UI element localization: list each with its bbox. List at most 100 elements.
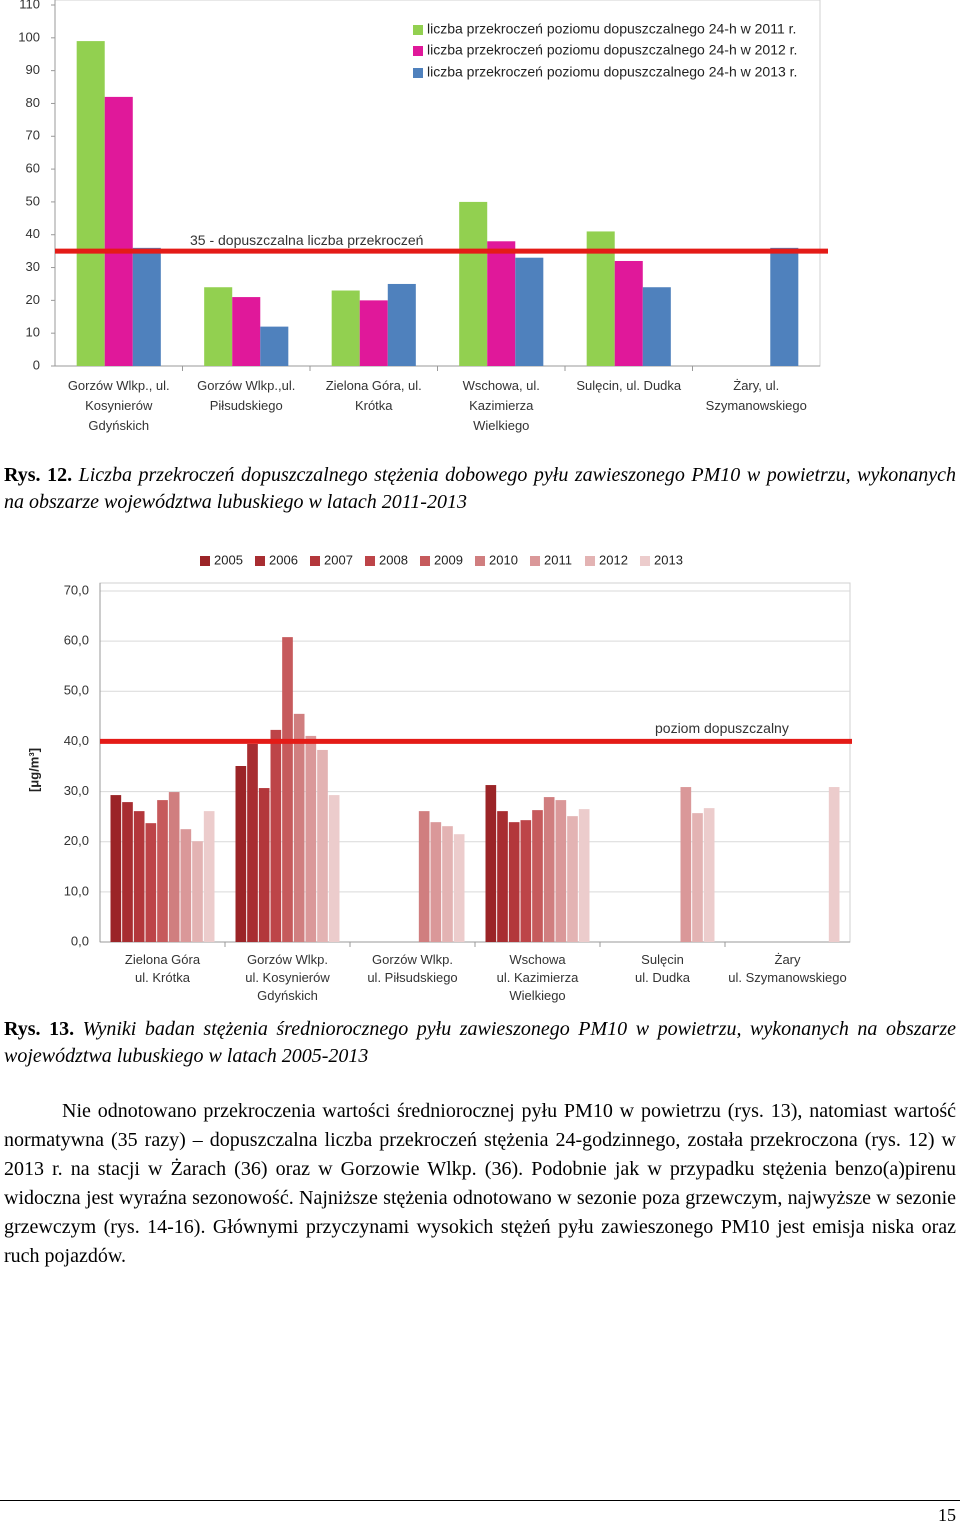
bar	[614, 260, 643, 366]
y-tick-label: 30	[26, 259, 40, 274]
x-tick-label: Żary, ul. Szymanowskiego	[706, 378, 807, 413]
x-tick-label: Sulęcin ul. Dudka	[635, 952, 691, 985]
caption-text: Wyniki badan stężenia średniorocznego py…	[4, 1018, 956, 1067]
bar	[204, 287, 233, 366]
bar	[692, 813, 703, 942]
bar	[555, 800, 567, 942]
y-tick-label: 30,0	[64, 783, 89, 798]
bar	[157, 800, 168, 942]
bar	[770, 247, 799, 366]
x-tick-label: Gorzów Wlkp., ul. Kosynierów Gdyńskich	[68, 378, 170, 433]
legend-swatch	[200, 556, 210, 566]
bar	[497, 811, 508, 942]
legend-label: liczba przekroczeń poziomu dopuszczalneg…	[427, 21, 796, 37]
threshold-label: poziom dopuszczalny	[655, 720, 789, 736]
bar	[247, 743, 258, 942]
bar	[642, 287, 671, 366]
x-tick-label: Żary ul. Szymanowskiego	[728, 952, 847, 985]
x-tick-label: Sulęcin, ul. Dudka	[576, 378, 682, 393]
bar	[145, 823, 157, 942]
bar	[317, 749, 328, 942]
bar	[258, 788, 270, 942]
bar	[586, 231, 615, 366]
bar	[270, 729, 282, 942]
threshold-label: 35 - dopuszczalna liczba przekroczeń	[190, 232, 423, 248]
y-tick-label: 20,0	[64, 833, 89, 848]
bar	[430, 822, 442, 942]
y-tick-label: 40	[26, 226, 40, 241]
legend-swatch	[640, 556, 650, 566]
legend-swatch	[420, 556, 430, 566]
bar	[703, 808, 715, 942]
legend-label: 2013	[654, 552, 683, 567]
bar	[168, 792, 180, 942]
bar	[459, 201, 488, 366]
x-tick-label: Zielona Góra ul. Krótka	[125, 952, 201, 985]
y-tick-label: 50	[26, 193, 40, 208]
legend-swatch	[530, 556, 540, 566]
y-tick-label: 60,0	[64, 633, 89, 648]
legend-swatch	[413, 25, 423, 35]
bar	[578, 809, 590, 942]
bar	[282, 637, 293, 942]
bar	[532, 810, 543, 942]
bar	[293, 713, 305, 942]
y-tick-label: 60	[26, 161, 40, 176]
bar	[453, 834, 465, 942]
legend-label: 2006	[269, 552, 298, 567]
y-tick-label: 70	[26, 128, 40, 143]
bar	[680, 787, 692, 942]
bar	[192, 841, 203, 942]
bar	[359, 300, 388, 366]
footer-rule	[0, 1500, 960, 1501]
legend-label: 2007	[324, 552, 353, 567]
bar	[418, 811, 430, 942]
x-tick-label: Gorzów Wlkp. ul. Piłsudskiego	[367, 952, 457, 985]
legend-swatch	[310, 556, 320, 566]
bar	[543, 797, 555, 942]
y-tick-label: 100	[18, 29, 40, 44]
x-tick-label: Wschowa ul. Kazimierza Wielkiego	[497, 952, 579, 1003]
legend-label: 2009	[434, 552, 463, 567]
chart: 0,0 10,0 20,0 30,0 40,0 50,0 60,0 70,0 Zielona G…	[26, 552, 852, 1003]
bar	[828, 787, 840, 942]
legend-label: liczba przekroczeń poziomu dopuszczalneg…	[427, 64, 797, 80]
y-tick-label: 0	[33, 357, 40, 372]
bar	[387, 283, 416, 366]
legend-swatch	[413, 46, 423, 56]
bar	[442, 826, 453, 942]
bar	[76, 41, 105, 366]
bar	[508, 822, 520, 942]
x-tick-label: Gorzów Wlkp.,ul. Piłsudskiego	[197, 378, 295, 413]
legend-label: 2008	[379, 552, 408, 567]
y-tick-label: 110	[19, 0, 40, 11]
bar	[180, 829, 192, 942]
bar	[260, 326, 289, 366]
x-tick-label: Wschowa, ul. Kazimierza Wielkiego	[463, 378, 540, 433]
legend-label: 2011	[544, 552, 572, 567]
y-tick-label: 40,0	[64, 733, 89, 748]
y-tick-label: 90	[26, 62, 40, 77]
legend-swatch	[585, 556, 595, 566]
bar	[232, 297, 261, 366]
bar	[133, 811, 145, 942]
legend-label: 2005	[214, 552, 243, 567]
y-tick-label: 20	[26, 292, 40, 307]
bar	[520, 820, 532, 942]
page-number: 15	[938, 1505, 956, 1525]
bar	[485, 785, 497, 942]
bar	[110, 795, 122, 942]
y-tick-label: 10	[26, 325, 40, 340]
x-tick-label: Zielona Góra, ul. Krótka	[326, 378, 422, 413]
bar	[203, 811, 215, 942]
y-tick-label: 50,0	[64, 683, 89, 698]
legend-swatch	[365, 556, 375, 566]
legend-label: 2012	[599, 552, 628, 567]
y-tick-label: 70,0	[64, 582, 89, 597]
bar	[487, 241, 516, 366]
legend-swatch	[413, 68, 423, 78]
caption-label: Rys. 13.	[4, 1018, 75, 1040]
bar	[132, 247, 161, 366]
legend-label: liczba przekroczeń poziomu dopuszczalneg…	[427, 42, 797, 58]
